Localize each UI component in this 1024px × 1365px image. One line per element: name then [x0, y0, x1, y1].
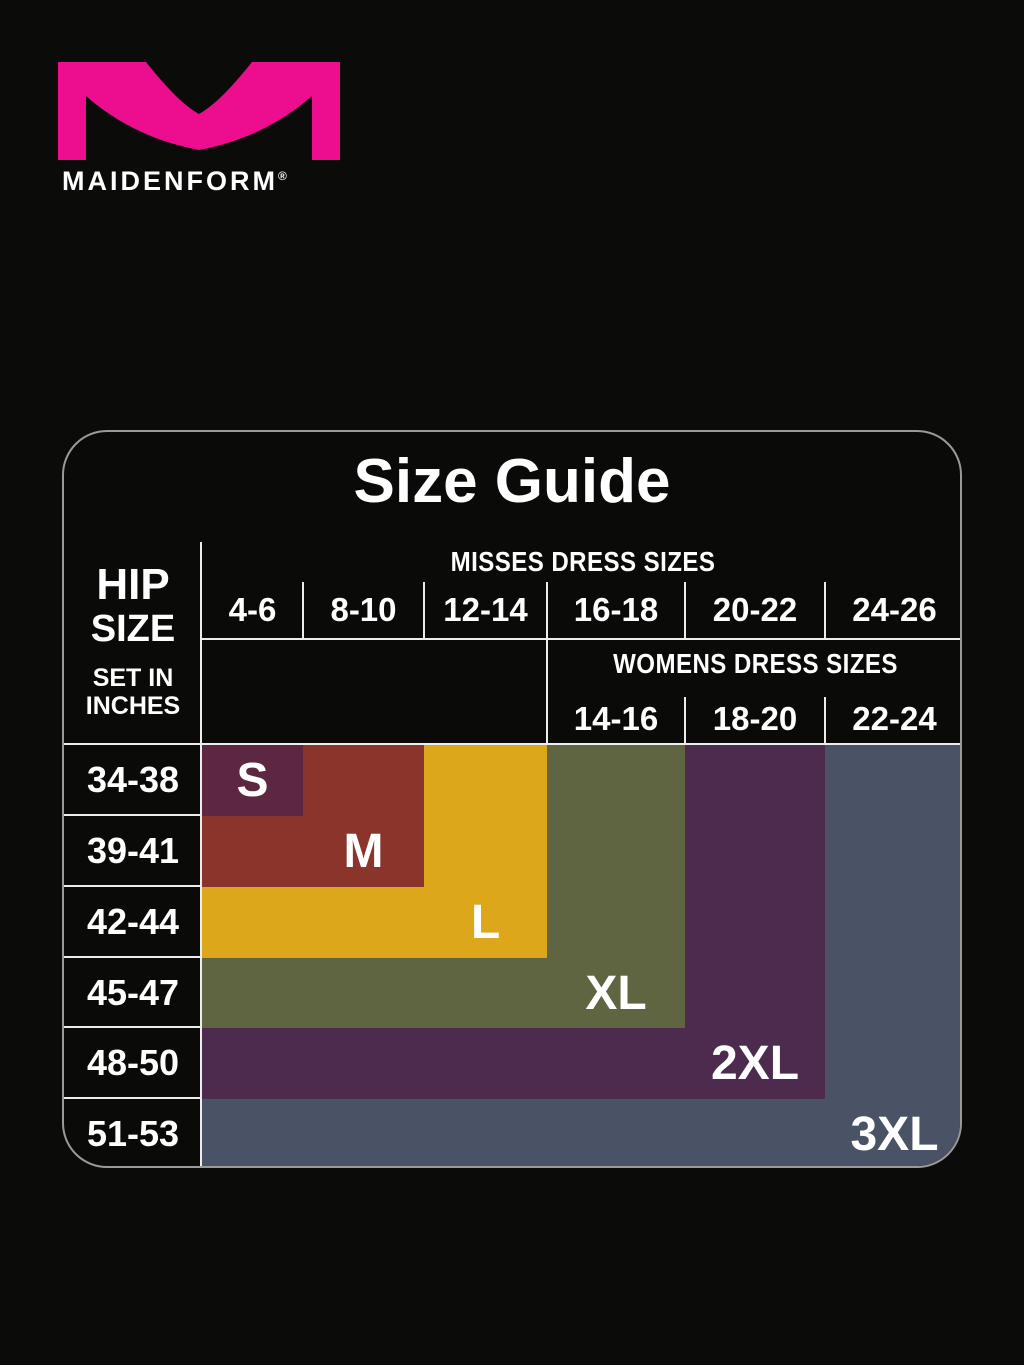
grid-line-label-column — [200, 542, 202, 1166]
row-label-45-47: 45-47 — [86, 971, 180, 1013]
womens-size-22-24: 22-24 — [852, 700, 937, 737]
size-label-3xl: 3XL — [850, 1108, 939, 1161]
size-label-2xl: 2XL — [710, 1037, 800, 1090]
grid-line-col-divider — [302, 582, 304, 640]
grid-line-row-divider — [64, 956, 202, 958]
registered-mark: ® — [277, 169, 287, 183]
grid-line-row-divider — [64, 1026, 202, 1028]
grid-line-col-divider — [684, 697, 686, 745]
misses-section-label: MISSES DRESS SIZES — [450, 546, 716, 577]
brand-name-text: MAIDENFORM — [62, 166, 278, 196]
grid-line-under-header — [64, 743, 960, 745]
grid-line-col-divider — [423, 582, 425, 640]
size-guide-panel: Size Guide HIP SIZE SET IN INCHES MISSES… — [62, 430, 962, 1168]
size-label-xl: XL — [585, 966, 647, 1020]
m-glyph — [58, 62, 340, 160]
misses-size-16-18: 16-18 — [573, 591, 659, 628]
grid-line-col-divider — [546, 582, 548, 745]
row-label-48-50: 48-50 — [86, 1041, 180, 1083]
womens-size-18-20: 18-20 — [712, 700, 798, 737]
size-label-m: M — [343, 825, 384, 878]
womens-section-label: WOMENS DRESS SIZES — [613, 648, 898, 679]
womens-size-14-16: 14-16 — [573, 700, 659, 737]
brand-name: MAIDENFORM® — [62, 166, 287, 197]
misses-size-8-10: 8-10 — [330, 591, 397, 628]
row-label-42-44: 42-44 — [86, 900, 180, 942]
grid-line-under-misses — [202, 638, 960, 640]
misses-size-4-6: 4-6 — [228, 591, 277, 628]
grid-line-row-divider — [64, 885, 202, 887]
row-label-51-53: 51-53 — [86, 1112, 180, 1154]
hip-header-line2: SIZE — [90, 608, 176, 650]
grid-line-col-divider — [824, 697, 826, 745]
hip-header-sub2: INCHES — [85, 692, 181, 720]
misses-size-12-14: 12-14 — [443, 591, 528, 628]
row-label-39-41: 39-41 — [86, 829, 180, 871]
panel-title: Size Guide — [353, 447, 671, 516]
size-label-l: L — [470, 896, 501, 949]
maidenform-logo: MAIDENFORM® — [58, 62, 348, 202]
size-block-s — [202, 745, 303, 816]
misses-size-20-22: 20-22 — [712, 591, 798, 628]
maidenform-m-icon — [58, 62, 340, 160]
hip-header-sub1: SET IN — [92, 664, 174, 692]
grid-line-col-divider — [684, 582, 686, 640]
grid-line-row-divider — [64, 814, 202, 816]
size-label-s: S — [236, 754, 269, 807]
misses-size-24-26: 24-26 — [852, 591, 937, 628]
grid-line-col-divider — [824, 582, 826, 640]
grid-line-row-divider — [64, 1097, 202, 1099]
hip-header-line1: HIP — [96, 560, 170, 609]
row-label-34-38: 34-38 — [86, 758, 180, 800]
